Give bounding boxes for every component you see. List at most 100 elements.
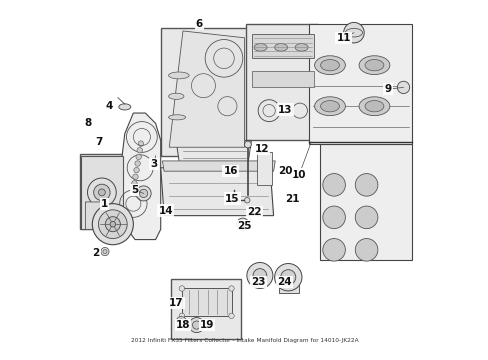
Circle shape [192, 321, 200, 329]
Polygon shape [162, 161, 275, 171]
Text: 3: 3 [150, 159, 157, 169]
Circle shape [130, 187, 136, 193]
Circle shape [343, 22, 364, 43]
Circle shape [94, 184, 110, 201]
Ellipse shape [274, 44, 287, 51]
Polygon shape [85, 202, 111, 229]
Circle shape [179, 313, 184, 319]
Circle shape [132, 174, 138, 180]
Circle shape [87, 178, 116, 207]
Circle shape [176, 316, 186, 327]
Circle shape [246, 262, 272, 288]
Bar [256, 152, 272, 185]
Text: 14: 14 [158, 206, 173, 216]
Circle shape [240, 221, 245, 227]
Text: 1: 1 [101, 199, 108, 209]
Text: 5: 5 [130, 185, 138, 195]
Circle shape [397, 81, 409, 94]
Ellipse shape [119, 104, 130, 110]
Circle shape [110, 221, 115, 227]
Circle shape [228, 313, 234, 319]
Polygon shape [251, 71, 313, 87]
Polygon shape [309, 24, 411, 144]
Circle shape [138, 141, 143, 147]
Text: 23: 23 [250, 277, 265, 287]
Circle shape [355, 174, 377, 196]
Ellipse shape [254, 44, 266, 51]
Ellipse shape [320, 59, 339, 71]
Polygon shape [169, 31, 244, 147]
Polygon shape [278, 274, 299, 293]
Circle shape [355, 239, 377, 261]
Text: 20: 20 [278, 166, 292, 176]
Text: 4: 4 [105, 101, 113, 111]
Circle shape [274, 264, 301, 291]
Bar [245, 24, 317, 140]
Circle shape [178, 319, 183, 324]
Polygon shape [81, 156, 123, 229]
Circle shape [322, 174, 345, 196]
Circle shape [98, 189, 105, 196]
Ellipse shape [358, 56, 389, 75]
Circle shape [105, 217, 120, 232]
Text: 16: 16 [223, 166, 238, 176]
Circle shape [136, 186, 151, 201]
Circle shape [355, 206, 377, 229]
Ellipse shape [168, 72, 189, 79]
Polygon shape [182, 288, 231, 316]
Text: 7: 7 [95, 137, 102, 147]
Polygon shape [161, 168, 273, 216]
Text: 21: 21 [285, 194, 299, 203]
Circle shape [131, 181, 137, 186]
Circle shape [322, 206, 345, 229]
Text: 17: 17 [168, 298, 183, 308]
Text: 15: 15 [225, 194, 239, 203]
Circle shape [102, 249, 107, 253]
Circle shape [137, 148, 142, 153]
Circle shape [280, 270, 295, 285]
Text: 6: 6 [195, 19, 203, 29]
Text: 18: 18 [175, 320, 190, 330]
Ellipse shape [295, 44, 307, 51]
Ellipse shape [168, 93, 183, 99]
Ellipse shape [168, 115, 185, 120]
Text: 2: 2 [92, 248, 99, 258]
Bar [171, 279, 241, 339]
Polygon shape [319, 144, 411, 260]
Circle shape [139, 189, 147, 198]
Circle shape [244, 141, 251, 148]
Bar [80, 154, 124, 229]
Circle shape [322, 239, 345, 261]
Text: 25: 25 [237, 221, 251, 231]
Circle shape [236, 218, 248, 230]
Text: 2012 Infiniti FX35 Filters Collector - Intake Manifold Diagram for 14010-JK22A: 2012 Infiniti FX35 Filters Collector - I… [130, 338, 358, 343]
Ellipse shape [365, 100, 383, 112]
Ellipse shape [314, 56, 345, 75]
Text: 12: 12 [254, 144, 268, 154]
Circle shape [92, 204, 133, 245]
Ellipse shape [314, 97, 345, 116]
Circle shape [134, 167, 139, 173]
Ellipse shape [320, 100, 339, 112]
Polygon shape [113, 113, 161, 240]
Circle shape [179, 286, 184, 291]
Ellipse shape [365, 59, 383, 71]
Polygon shape [251, 34, 313, 58]
Text: 19: 19 [199, 320, 214, 330]
Circle shape [189, 318, 203, 333]
Circle shape [228, 286, 234, 291]
Circle shape [244, 198, 249, 203]
Circle shape [98, 210, 127, 239]
Circle shape [252, 269, 266, 282]
Text: 13: 13 [278, 105, 292, 114]
Bar [161, 28, 247, 156]
Circle shape [101, 247, 109, 256]
Circle shape [136, 154, 141, 159]
Text: 10: 10 [291, 170, 306, 180]
Text: 24: 24 [277, 277, 291, 287]
Text: 22: 22 [247, 207, 262, 217]
Text: 8: 8 [84, 118, 92, 128]
Text: 9: 9 [384, 84, 391, 94]
Ellipse shape [358, 97, 389, 116]
Circle shape [135, 161, 140, 166]
